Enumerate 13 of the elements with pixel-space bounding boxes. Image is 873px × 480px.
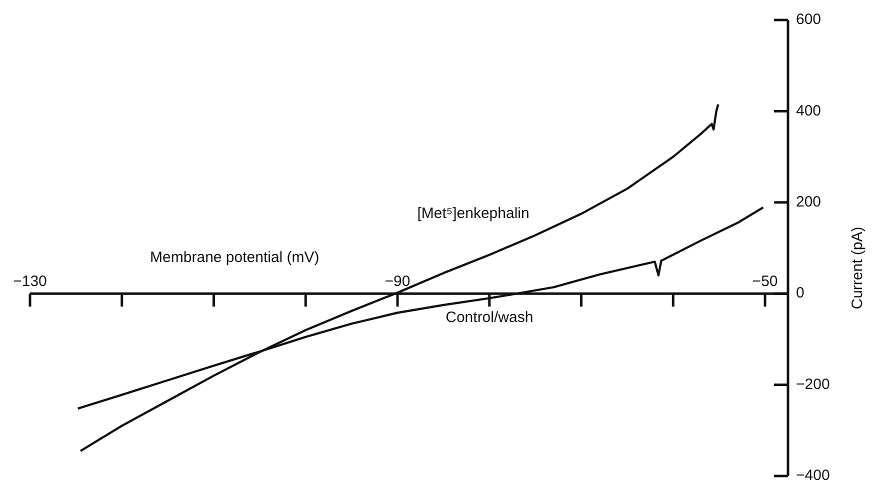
- y-axis-title: Current (pA): [849, 226, 866, 310]
- x-tick-label: −90: [384, 273, 410, 290]
- series-label: Control/wash: [446, 308, 534, 326]
- y-tick-label: −200: [796, 376, 830, 393]
- y-tick-label: 400: [796, 102, 822, 120]
- y-tick-label: 0: [796, 284, 804, 302]
- x-tick-label: −50: [752, 273, 778, 290]
- y-tick-label: −400: [796, 467, 830, 480]
- x-axis-title: Membrane potential (mV): [150, 249, 320, 266]
- series-label: [Met⁵]enkephalin: [417, 204, 530, 222]
- y-tick-label: 200: [796, 194, 822, 211]
- y-tick-label: 600: [796, 11, 822, 28]
- x-tick-label: −130: [13, 273, 47, 290]
